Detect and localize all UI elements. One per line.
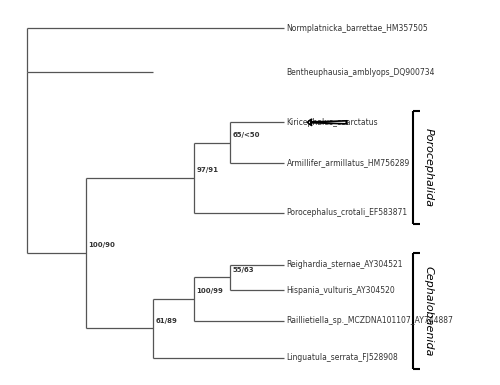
Text: Linguatula_serrata_FJ528908: Linguatula_serrata_FJ528908	[286, 353, 399, 362]
Text: Kiricephalus_coarctatus: Kiricephalus_coarctatus	[286, 118, 378, 127]
Text: 55/63: 55/63	[232, 267, 254, 273]
Text: Normplatnicka_barrettae_HM357505: Normplatnicka_barrettae_HM357505	[286, 23, 428, 33]
Text: Porocephalida: Porocephalida	[424, 128, 434, 207]
Text: Raillietiella_sp._MCZDNA101107_AY744887: Raillietiella_sp._MCZDNA101107_AY744887	[286, 316, 454, 325]
Text: 97/91: 97/91	[196, 167, 218, 173]
Text: 100/90: 100/90	[88, 242, 115, 248]
Text: Cephalobaenida: Cephalobaenida	[424, 266, 434, 357]
Text: 100/99: 100/99	[196, 288, 223, 294]
Text: Reighardia_sternae_AY304521: Reighardia_sternae_AY304521	[286, 260, 403, 269]
Text: Hispania_vulturis_AY304520: Hispania_vulturis_AY304520	[286, 286, 396, 295]
Text: 65/<50: 65/<50	[232, 132, 260, 138]
Text: Armillifer_armillatus_HM756289: Armillifer_armillatus_HM756289	[286, 159, 410, 167]
Text: Porocephalus_crotali_EF583871: Porocephalus_crotali_EF583871	[286, 208, 408, 217]
Text: Bentheuphausia_amblyops_DQ900734: Bentheuphausia_amblyops_DQ900734	[286, 68, 435, 77]
Text: 61/89: 61/89	[156, 318, 178, 324]
